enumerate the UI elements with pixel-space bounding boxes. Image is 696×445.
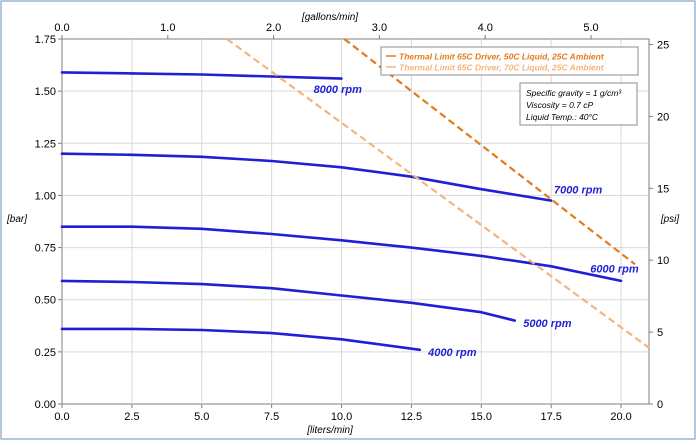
x-tick-label: 12.5 (401, 411, 422, 423)
x2-tick-label: 4.0 (478, 22, 493, 34)
info-specific-gravity: Specific gravity = 1 g/cm³ (526, 88, 622, 98)
x2-tick-label: 3.0 (372, 22, 387, 34)
x2-tick-label: 5.0 (583, 22, 598, 34)
series (60, 38, 650, 352)
y2-tick-label: 20 (657, 111, 669, 123)
x-tick-label: 20.0 (610, 411, 631, 423)
y2-tick-label: 25 (657, 39, 669, 51)
rpm-label: 7000 rpm (554, 184, 603, 196)
x-axis-label: [liters/min] (306, 425, 353, 436)
y-tick-label: 1.50 (35, 86, 56, 98)
y-tick-label: 1.25 (35, 138, 56, 150)
info-box: Specific gravity = 1 g/cm³ Viscosity = 0… (519, 82, 638, 126)
x2-axis-label: [gallons/min] (301, 12, 358, 23)
series-line-7000-rpm (60, 152, 553, 202)
y2-axis-label: [psi] (660, 214, 680, 225)
legend-box (380, 46, 639, 76)
x2-tick-label: 2.0 (266, 22, 281, 34)
x-tick-label: 15.0 (471, 411, 492, 423)
y-tick-label: 0.25 (35, 347, 56, 359)
x-tick-label: 0.0 (54, 411, 69, 423)
x2-tick-label: 1.0 (160, 22, 175, 34)
rpm-label: 8000 rpm (314, 84, 363, 96)
series-line-thermal-limit-65c-driver-50c-liquid-25c-ambient (343, 38, 636, 266)
y-tick-label: 1.75 (35, 34, 56, 46)
x-tick-label: 7.5 (264, 411, 279, 423)
y2-tick-label: 0 (657, 399, 663, 411)
x-tick-label: 10.0 (331, 411, 352, 423)
rpm-label: 6000 rpm (590, 264, 639, 276)
y-tick-label: 0.00 (35, 399, 56, 411)
y-tick-label: 1.00 (35, 190, 56, 202)
x-tick-label: 17.5 (540, 411, 561, 423)
y2-tick-label: 10 (657, 255, 669, 267)
x2-tick-label: 0.0 (54, 22, 69, 34)
rpm-label: 5000 rpm (523, 318, 572, 330)
y2-tick-label: 15 (657, 183, 669, 195)
info-box-frame (519, 82, 638, 126)
grid (62, 39, 649, 404)
info-liquid-temp: Liquid Temp.: 40°C (526, 112, 599, 122)
series-line-6000-rpm (60, 225, 623, 283)
y-axis-label: [bar] (6, 214, 27, 225)
series-line-4000-rpm (60, 327, 422, 352)
y2-tick-label: 5 (657, 327, 663, 339)
y-tick-label: 0.75 (35, 243, 56, 255)
axes: 0.0 2.5 5.0 7.5 10.0 12.5 15.0 17.5 20.00.000.25… (35, 22, 670, 423)
x-tick-label: 5.0 (194, 411, 209, 423)
y-tick-label: 0.50 (35, 295, 56, 307)
legend-entry-70c: Thermal Limit 65C Driver, 70C Liquid, 25… (399, 63, 605, 73)
series-line-8000-rpm (60, 71, 343, 80)
series-line-thermal-limit-65c-driver-70c-liquid-25c-ambient (226, 38, 650, 349)
rpm-label: 4000 rpm (427, 347, 477, 359)
series-line-5000-rpm (60, 279, 517, 322)
annotations: 8000 rpm 7000 rpm 6000 rpm 5000 rpm 4000 rpm (314, 84, 639, 359)
legend: Thermal Limit 65C Driver, 50C Liquid, 25… (380, 46, 639, 76)
info-viscosity: Viscosity = 0.7 cP (526, 100, 593, 110)
x-tick-label: 2.5 (124, 411, 139, 423)
legend-entry-50c: Thermal Limit 65C Driver, 50C Liquid, 25… (399, 52, 605, 62)
